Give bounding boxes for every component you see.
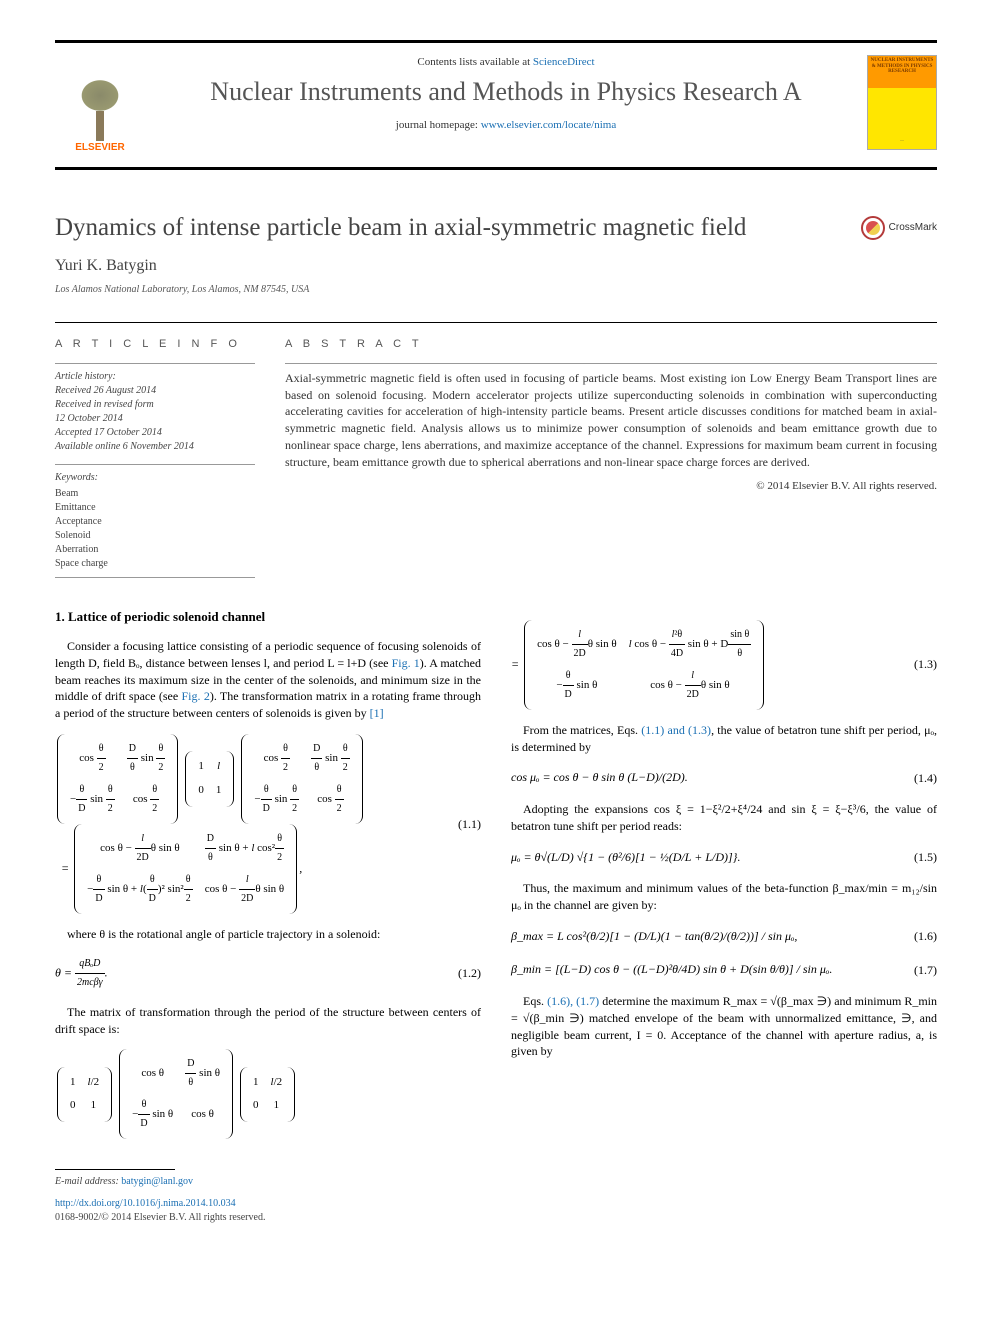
header-center: Contents lists available at ScienceDirec… xyxy=(145,55,867,133)
homepage-link[interactable]: www.elsevier.com/locate/nima xyxy=(481,119,617,131)
fig2-link[interactable]: Fig. 2 xyxy=(182,689,210,703)
equation-1-2: θ = qBₒD2mcβγ. (1.2) xyxy=(55,955,481,992)
right-column: = cos θ − l2Dθ sin θl cos θ − l²θ4D sin … xyxy=(511,608,937,1226)
abstract-text: Axial-symmetric magnetic field is often … xyxy=(285,363,937,471)
contents-line: Contents lists available at ScienceDirec… xyxy=(165,55,847,70)
equation-1-3: = cos θ − l2Dθ sin θl cos θ − l²θ4D sin … xyxy=(511,620,937,710)
journal-cover-thumbnail: NUCLEAR INSTRUMENTS & METHODS IN PHYSICS… xyxy=(867,55,937,150)
eqnum-1-7: (1.7) xyxy=(904,962,937,979)
email-link[interactable]: batygin@lanl.gov xyxy=(121,1176,193,1187)
sciencedirect-link[interactable]: ScienceDirect xyxy=(533,56,595,68)
article-title: Dynamics of intense particle beam in axi… xyxy=(55,210,746,245)
para-6: Thus, the maximum and minimum values of … xyxy=(511,880,937,914)
article-title-row: Dynamics of intense particle beam in axi… xyxy=(55,210,937,245)
elsevier-tree-icon xyxy=(70,71,130,141)
equation-1-5: μₒ = θ√(L/D) √{1 − (θ²/6)[1 − ½(D/L + L/… xyxy=(511,847,937,869)
para-1: Consider a focusing lattice consisting o… xyxy=(55,638,481,722)
doi: http://dx.doi.org/10.1016/j.nima.2014.10… xyxy=(55,1197,481,1211)
para-4: From the matrices, Eqs. (1.1) and (1.3),… xyxy=(511,722,937,756)
eqnum-1-4: (1.4) xyxy=(904,770,937,787)
equation-1-6: β_max = L cos²(θ/2)[1 − (D/L)(1 − tan(θ/… xyxy=(511,926,937,948)
article-info: A R T I C L E I N F O Article history: R… xyxy=(55,337,255,577)
equation-1-7: β_min = [(L−D) cos θ − ((L−D)²θ/4D) sin … xyxy=(511,959,937,981)
elsevier-logo: ELSEVIER xyxy=(55,55,145,155)
equation-1-1: cos θ2Dθ sin θ2−θD sin θ2cos θ2 1l01 cos… xyxy=(55,734,481,914)
info-abstract-block: A R T I C L E I N F O Article history: R… xyxy=(55,322,937,577)
para-5: Adopting the expansions cos ξ = 1−ξ²/2+ξ… xyxy=(511,801,937,835)
section-1-heading: 1. Lattice of periodic solenoid channel xyxy=(55,608,481,626)
journal-name: Nuclear Instruments and Methods in Physi… xyxy=(165,76,847,107)
eqnum-1-1: (1.1) xyxy=(448,816,481,833)
para-2: where θ is the rotational angle of parti… xyxy=(55,926,481,943)
eq-16-17-link[interactable]: (1.6), (1.7) xyxy=(547,994,599,1008)
left-column: 1. Lattice of periodic solenoid channel … xyxy=(55,608,481,1226)
homepage-line: journal homepage: www.elsevier.com/locat… xyxy=(165,118,847,133)
doi-link[interactable]: http://dx.doi.org/10.1016/j.nima.2014.10… xyxy=(55,1198,236,1209)
abstract-label: A B S T R A C T xyxy=(285,337,937,352)
article-history: Article history: Received 26 August 2014… xyxy=(55,363,255,454)
abstract: A B S T R A C T Axial-symmetric magnetic… xyxy=(285,337,937,577)
body-columns: 1. Lattice of periodic solenoid channel … xyxy=(55,608,937,1226)
footnote-separator xyxy=(55,1169,175,1170)
eqnum-1-3: (1.3) xyxy=(904,656,937,673)
author: Yuri K. Batygin xyxy=(55,255,937,277)
para-7: Eqs. (1.6), (1.7) determine the maximum … xyxy=(511,993,937,1060)
fig1-link[interactable]: Fig. 1 xyxy=(392,656,420,670)
journal-header: ELSEVIER Contents lists available at Sci… xyxy=(55,40,937,170)
crossmark-badge[interactable]: CrossMark xyxy=(861,216,937,240)
eqnum-1-2: (1.2) xyxy=(448,965,481,982)
eqnum-1-5: (1.5) xyxy=(904,849,937,866)
crossmark-icon xyxy=(861,216,885,240)
keywords: Keywords: Beam Emittance Acceptance Sole… xyxy=(55,464,255,578)
article-info-label: A R T I C L E I N F O xyxy=(55,337,255,352)
publisher-name: ELSEVIER xyxy=(75,141,124,155)
issn-copyright: 0168-9002/© 2014 Elsevier B.V. All right… xyxy=(55,1211,481,1225)
para-3: The matrix of transformation through the… xyxy=(55,1004,481,1038)
corresponding-email: E-mail address: batygin@lanl.gov xyxy=(55,1175,481,1189)
matrix-drift-product: 1l/201 cos θDθ sin θ−θD sin θcos θ 1l/20… xyxy=(55,1049,481,1139)
equation-1-4: cos μₒ = cos θ − θ sin θ (L−D)/(2D). (1.… xyxy=(511,767,937,789)
ref-1-link[interactable]: [1] xyxy=(370,706,384,720)
eqnum-1-6: (1.6) xyxy=(904,928,937,945)
affiliation: Los Alamos National Laboratory, Los Alam… xyxy=(55,283,937,297)
eq-11-13-link[interactable]: (1.1) and (1.3) xyxy=(641,723,711,737)
abstract-copyright: © 2014 Elsevier B.V. All rights reserved… xyxy=(285,479,937,494)
